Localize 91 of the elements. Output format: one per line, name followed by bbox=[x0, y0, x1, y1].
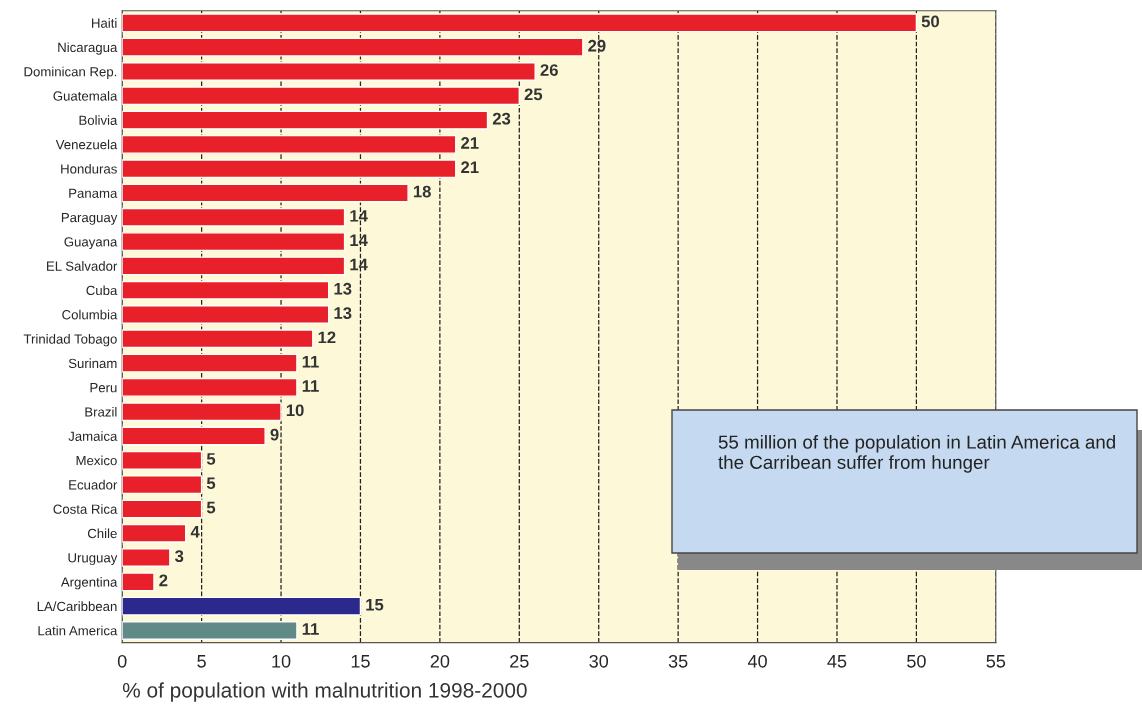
data-label: 2 bbox=[159, 574, 168, 587]
data-label: 9 bbox=[270, 428, 279, 441]
bar bbox=[122, 426, 266, 446]
y-tick-label: Haiti bbox=[92, 18, 117, 28]
data-label: 4 bbox=[190, 526, 200, 538]
y-tick-label: Trinidad Tobago bbox=[23, 334, 117, 347]
bar bbox=[122, 523, 187, 543]
data-label: 25 bbox=[524, 88, 543, 101]
x-axis-title: % of population with malnutrition 1998-2000 bbox=[122, 682, 527, 702]
bar bbox=[122, 256, 346, 276]
bar bbox=[122, 548, 171, 567]
y-tick-label: Brazil bbox=[85, 406, 117, 417]
bar bbox=[122, 86, 520, 106]
y-tick-label: Uruguay bbox=[68, 553, 118, 566]
y-tick-label: Columbia bbox=[62, 309, 118, 320]
y-tick-label: Latin America bbox=[38, 625, 118, 636]
x-tick-label: 30 bbox=[589, 654, 609, 668]
x-tick-label: 10 bbox=[272, 654, 291, 668]
x-tick-label: 15 bbox=[351, 655, 370, 668]
y-tick-label: Mexico bbox=[76, 455, 117, 466]
y-tick-label: Guatemala bbox=[53, 90, 118, 101]
x-tick-label: 45 bbox=[827, 655, 847, 668]
bar bbox=[122, 475, 203, 495]
x-tick-label: 25 bbox=[510, 654, 529, 668]
y-tick-label: EL Salvador bbox=[47, 261, 118, 271]
bar bbox=[122, 329, 314, 349]
x-tick-label: 35 bbox=[668, 654, 688, 668]
data-label: 5 bbox=[206, 501, 216, 514]
y-tick-label: Panama bbox=[69, 188, 118, 198]
data-label: 5 bbox=[206, 453, 216, 465]
bar bbox=[122, 280, 330, 300]
data-label: 13 bbox=[334, 282, 352, 295]
bar bbox=[122, 183, 409, 203]
bar bbox=[122, 377, 298, 397]
data-label: 18 bbox=[413, 185, 431, 198]
data-label: 15 bbox=[366, 598, 384, 611]
data-label: 14 bbox=[350, 210, 368, 222]
data-label: 3 bbox=[174, 550, 184, 563]
bar bbox=[122, 572, 155, 592]
bar bbox=[122, 134, 457, 154]
y-tick-label: Cuba bbox=[86, 285, 118, 296]
y-tick-label: Nicaragua bbox=[58, 42, 118, 55]
y-tick-label: Guayana bbox=[64, 237, 118, 250]
y-tick-label: Venezuela bbox=[55, 139, 118, 150]
data-label: 50 bbox=[921, 15, 940, 28]
x-tick-label: 50 bbox=[907, 654, 926, 668]
data-label: 11 bbox=[302, 380, 319, 392]
data-label: 13 bbox=[334, 307, 352, 319]
y-tick-label: Bolivia bbox=[79, 115, 118, 125]
y-tick-label: Honduras bbox=[61, 163, 117, 174]
x-tick-label: 20 bbox=[430, 654, 450, 668]
annotation: 55 million of the population in Latin America and the Carribean suffer from hunger bbox=[718, 435, 1115, 473]
data-label: 14 bbox=[350, 234, 368, 246]
bar bbox=[122, 62, 536, 81]
y-tick-label: Paraguay bbox=[61, 212, 118, 225]
data-label: 21 bbox=[461, 137, 479, 149]
data-label: 5 bbox=[206, 477, 216, 490]
bar bbox=[122, 305, 330, 324]
y-tick-label: Surinam bbox=[68, 358, 117, 369]
y-tick-label: Costa Rica bbox=[53, 504, 118, 514]
y-tick-label: Chile bbox=[87, 528, 117, 539]
bar bbox=[122, 596, 362, 616]
y-tick-label: Jamaica bbox=[68, 431, 118, 441]
bar bbox=[122, 110, 489, 130]
data-label: 12 bbox=[318, 331, 336, 344]
y-tick-label: LA/Caribbean bbox=[37, 601, 117, 612]
data-label: 10 bbox=[286, 404, 304, 417]
bar bbox=[122, 402, 282, 422]
x-tick-label: 0 bbox=[117, 654, 127, 668]
y-tick-label: Argentina bbox=[60, 577, 118, 590]
y-tick-label: Ecuador bbox=[69, 479, 118, 490]
x-tick-label: 5 bbox=[197, 655, 206, 668]
x-tick-label: 40 bbox=[747, 654, 767, 668]
bar bbox=[122, 37, 584, 57]
data-label: 26 bbox=[540, 64, 558, 76]
data-label: 23 bbox=[492, 112, 511, 125]
bar bbox=[122, 232, 346, 252]
bar bbox=[122, 207, 346, 227]
bar bbox=[122, 353, 298, 373]
bar bbox=[122, 13, 918, 33]
bar bbox=[122, 159, 457, 179]
data-label: 21 bbox=[461, 161, 479, 173]
data-label: 11 bbox=[302, 355, 319, 368]
y-tick-label: Dominican Rep. bbox=[24, 66, 117, 79]
data-label: 14 bbox=[350, 258, 368, 271]
bar bbox=[122, 450, 203, 470]
bar bbox=[122, 621, 298, 640]
x-tick-label: 55 bbox=[986, 655, 1006, 668]
y-tick-label: Peru bbox=[90, 383, 117, 393]
data-label: 11 bbox=[302, 623, 319, 635]
bar bbox=[122, 499, 203, 519]
